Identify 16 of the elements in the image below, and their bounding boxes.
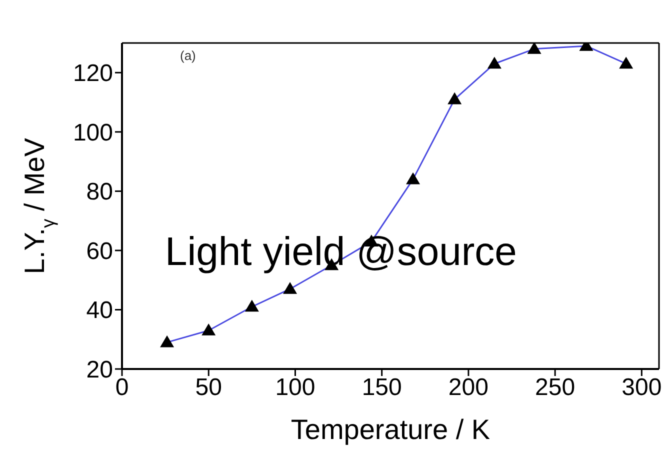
x-tick-label: 100 (275, 374, 316, 402)
y-tick-label: 40 (86, 297, 113, 324)
y-tick-label: 120 (72, 60, 113, 88)
x-tick-label: 150 (362, 374, 402, 402)
x-tick-label: 0 (115, 374, 129, 402)
y-tick-label: 60 (86, 238, 113, 265)
x-tick-label: 50 (195, 374, 222, 402)
y-tick-label: 80 (86, 178, 113, 206)
y-tick-label: 100 (72, 119, 113, 146)
x-tick-label: 250 (535, 374, 576, 402)
x-tick-label: 300 (622, 374, 662, 402)
x-tick-label: 200 (448, 374, 488, 402)
annotation: Light yield @source (165, 230, 517, 275)
y-tick-label: 20 (86, 356, 113, 384)
x-axis-title: Temperature / K (290, 414, 490, 445)
annotation: (a) (180, 48, 196, 63)
